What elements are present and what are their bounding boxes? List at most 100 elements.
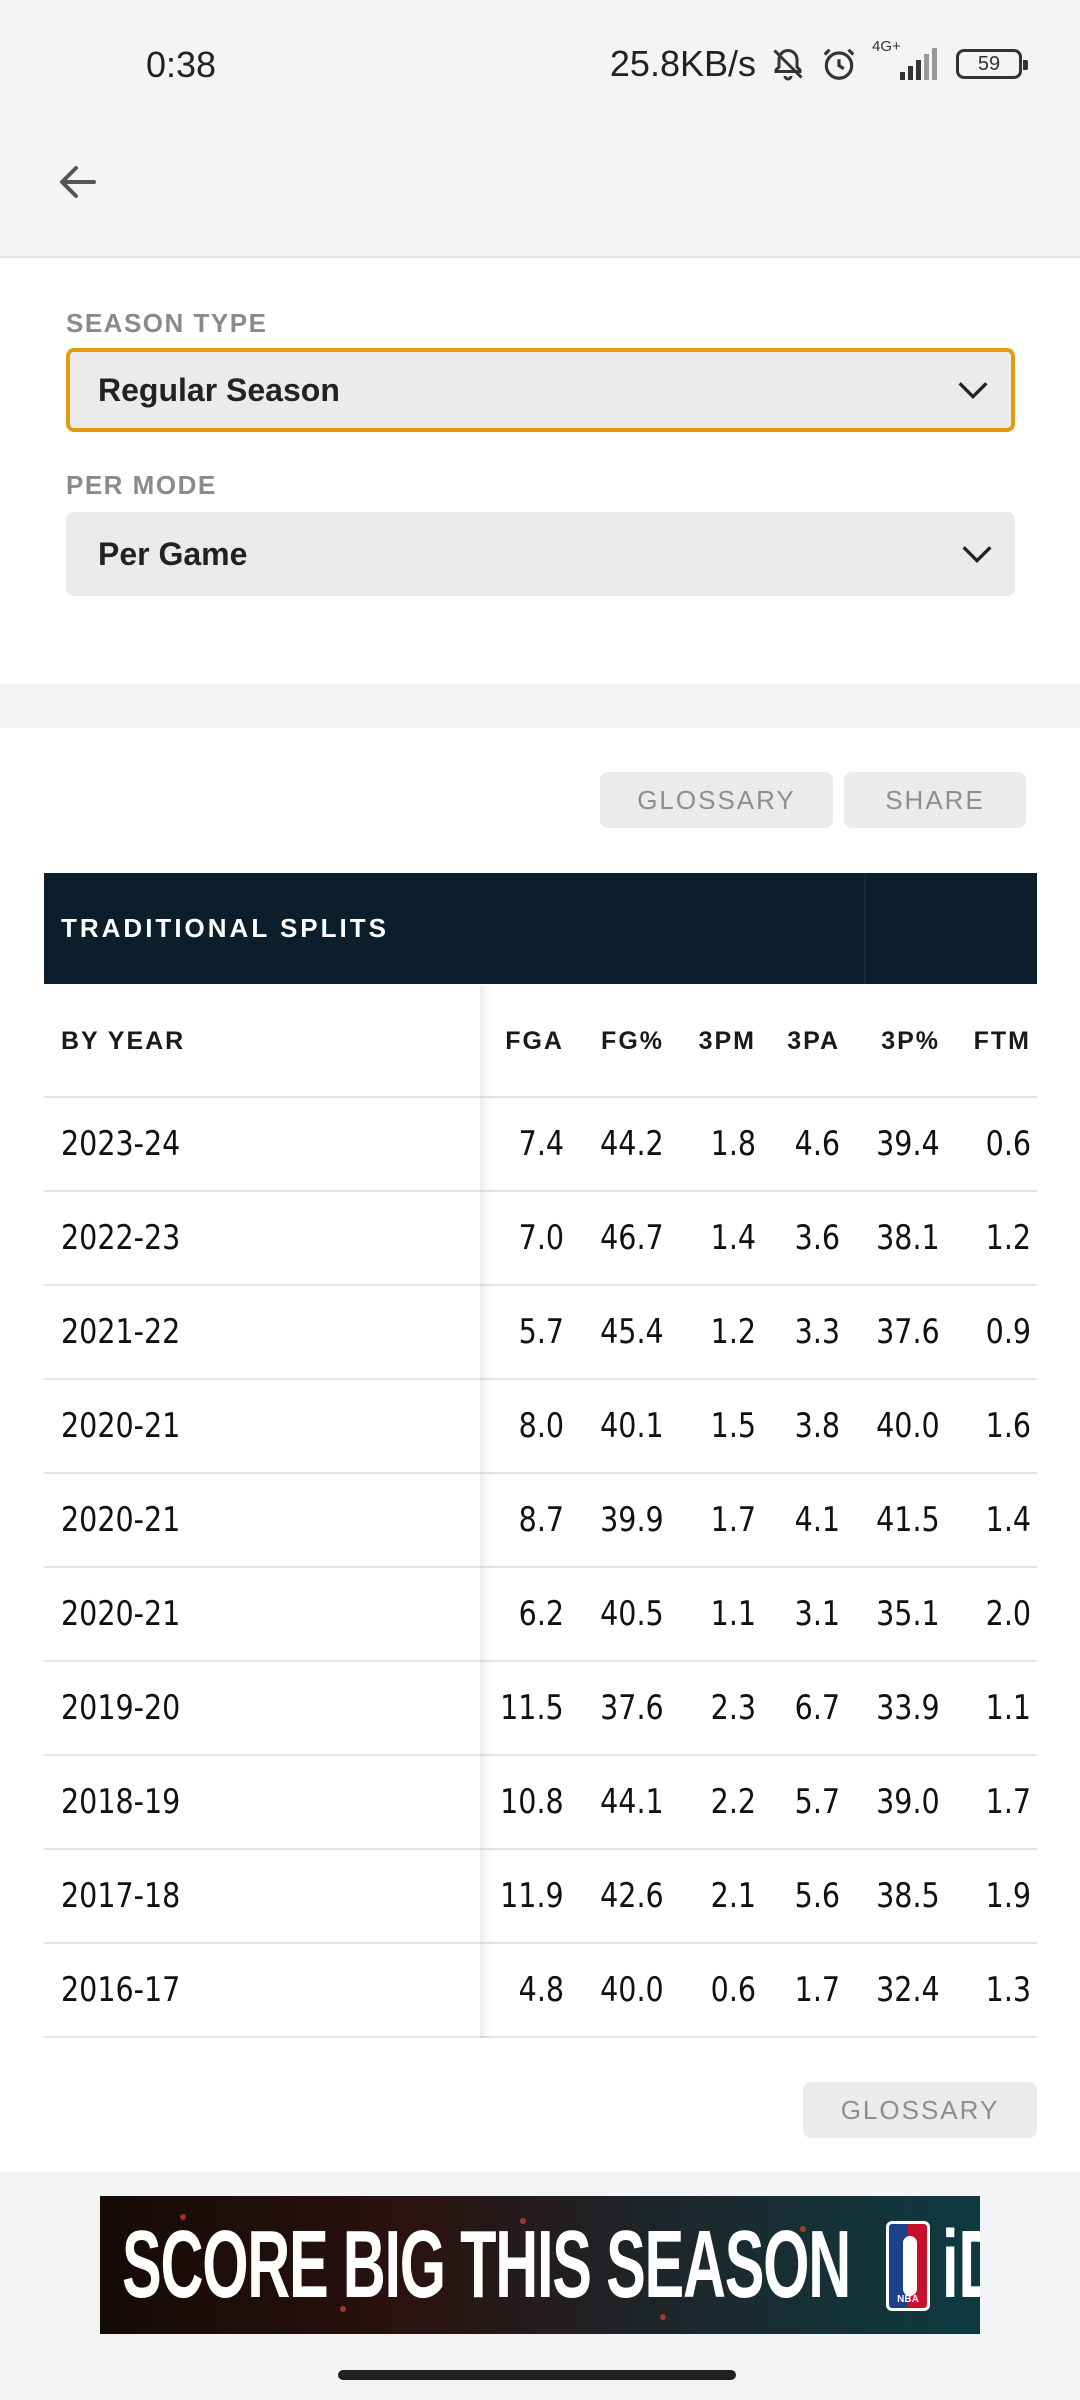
season-cell: 2020-21 [61, 1406, 181, 1446]
stat-cell: 1.2 [710, 1312, 756, 1352]
stat-cell: 11.5 [500, 1688, 564, 1728]
stat-cell: 1.3 [985, 1970, 1031, 2010]
stat-cell: 5.7 [518, 1312, 564, 1352]
stat-cell: 39.9 [600, 1500, 664, 1540]
stat-cell: 37.6 [876, 1312, 940, 1352]
season-cell: 2023-24 [61, 1124, 181, 1164]
status-icons: 25.8KB/s 4G+ 59 [609, 38, 1028, 88]
stat-cell: 6.7 [794, 1688, 840, 1728]
stat-cell: 40.0 [876, 1406, 940, 1446]
column-header[interactable]: FTM [973, 1026, 1031, 1055]
per-mode-label: PER MODE [66, 470, 217, 500]
table-row: 2018-19 10.8 44.1 2.2 5.7 39.0 1.7 [44, 1756, 1037, 1850]
per-mode-select[interactable]: Per Game [66, 512, 1015, 596]
status-bar: 0:38 25.8KB/s 4G+ 59 [0, 0, 1080, 130]
stat-cell: 2.3 [710, 1688, 756, 1728]
stat-cell: 44.2 [600, 1124, 664, 1164]
season-cell: 2020-21 [61, 1594, 181, 1634]
table-title-bar: TRADITIONAL SPLITS [44, 873, 1037, 984]
stat-cell: 5.6 [794, 1876, 840, 1916]
table-row: 2022-23 7.0 46.7 1.4 3.6 38.1 1.2 [44, 1192, 1037, 1286]
stat-cell: 4.6 [794, 1124, 840, 1164]
stat-cell: 46.7 [600, 1218, 664, 1258]
alarm-icon [820, 45, 858, 83]
column-header[interactable]: 3PM [698, 1026, 756, 1055]
stat-cell: 33.9 [876, 1688, 940, 1728]
season-type-value: Regular Season [98, 371, 340, 408]
table-title: TRADITIONAL SPLITS [61, 913, 389, 943]
table-row: 2020-21 6.2 40.5 1.1 3.1 35.1 2.0 [44, 1568, 1037, 1662]
season-type-label: SEASON TYPE [66, 308, 268, 338]
stat-cell: 40.1 [600, 1406, 664, 1446]
stat-cell: 2.2 [710, 1782, 756, 1822]
stat-cell: 8.0 [518, 1406, 564, 1446]
stat-cell: 7.0 [518, 1218, 564, 1258]
stat-cell: 37.6 [600, 1688, 664, 1728]
table-row: 2019-20 11.5 37.6 2.3 6.7 33.9 1.1 [44, 1662, 1037, 1756]
table-row: 2021-22 5.7 45.4 1.2 3.3 37.6 0.9 [44, 1286, 1037, 1380]
season-type-select[interactable]: Regular Season [66, 348, 1015, 432]
stat-cell: 45.4 [600, 1312, 664, 1352]
glossary-button-bottom[interactable]: GLOSSARY [803, 2082, 1037, 2138]
season-cell: 2022-23 [61, 1218, 181, 1258]
ad-headline: SCORE BIG THIS SEASON [122, 2211, 851, 2318]
network-type-label: 4G+ [872, 38, 901, 55]
stat-cell: 40.5 [600, 1594, 664, 1634]
chevron-down-icon [962, 546, 992, 564]
chevron-down-icon [958, 382, 988, 400]
glossary-button[interactable]: GLOSSARY [600, 772, 833, 828]
battery-level: 59 [977, 52, 1001, 75]
stat-cell: 2.0 [985, 1594, 1031, 1634]
stat-cell: 40.0 [600, 1970, 664, 2010]
stat-cell: 1.1 [710, 1594, 756, 1634]
table-row: 2017-18 11.9 42.6 2.1 5.6 38.5 1.9 [44, 1850, 1037, 1944]
stat-cell: 39.0 [876, 1782, 940, 1822]
stat-cell: 0.9 [985, 1312, 1031, 1352]
stat-cell: 1.7 [985, 1782, 1031, 1822]
season-cell: 2016-17 [61, 1970, 181, 2010]
network-speed: 25.8KB/s [609, 43, 756, 84]
stat-cell: 7.4 [518, 1124, 564, 1164]
stat-cell: 39.4 [876, 1124, 940, 1164]
season-cell: 2020-21 [61, 1500, 181, 1540]
sticky-column-shadow [480, 986, 492, 2038]
table-row: 2020-21 8.0 40.1 1.5 3.8 40.0 1.6 [44, 1380, 1037, 1474]
season-cell: 2021-22 [61, 1312, 181, 1352]
stat-cell: 1.7 [794, 1970, 840, 2010]
stat-cell: 3.6 [794, 1218, 840, 1258]
stat-cell: 1.4 [710, 1218, 756, 1258]
share-button[interactable]: SHARE [844, 772, 1026, 828]
stat-cell: 2.1 [710, 1876, 756, 1916]
stat-cell: 32.4 [876, 1970, 940, 2010]
stat-cell: 3.1 [794, 1594, 840, 1634]
ad-banner[interactable]: SCORE BIG THIS SEASON NBA iD [100, 2196, 980, 2334]
column-header[interactable]: FGA [505, 1026, 564, 1055]
stat-cell: 0.6 [985, 1124, 1031, 1164]
cellular-signal-icon: 4G+ [872, 38, 942, 84]
table-row: 2020-21 8.7 39.9 1.7 4.1 41.5 1.4 [44, 1474, 1037, 1568]
stat-cell: 1.9 [985, 1876, 1031, 1916]
stat-cell: 1.7 [710, 1500, 756, 1540]
column-header[interactable]: 3PA [787, 1026, 840, 1055]
stat-cell: 3.3 [794, 1312, 840, 1352]
stat-cell: 42.6 [600, 1876, 664, 1916]
stat-cell: 35.1 [876, 1594, 940, 1634]
stat-cell: 1.4 [985, 1500, 1031, 1540]
status-time: 0:38 [146, 44, 217, 85]
bell-muted-icon [770, 46, 806, 82]
filters-panel: SEASON TYPE Regular Season PER MODE Per … [0, 258, 1080, 684]
table-header-row: BY YEAR FGA FG% 3PM 3PA 3P% FTM [44, 986, 1037, 1098]
table-row: 2023-24 7.4 44.2 1.8 4.6 39.4 0.6 [44, 1098, 1037, 1192]
home-indicator[interactable] [338, 2370, 736, 2380]
stat-cell: 5.7 [794, 1782, 840, 1822]
stat-cell: 1.8 [710, 1124, 756, 1164]
stat-cell: 3.8 [794, 1406, 840, 1446]
back-button[interactable] [46, 150, 110, 214]
arrow-left-icon [60, 166, 96, 198]
ad-id-text: iD [942, 2211, 980, 2318]
column-header[interactable]: 3P% [881, 1026, 940, 1055]
per-mode-value: Per Game [98, 535, 248, 572]
nba-logo-text: NBA [897, 2294, 919, 2305]
stat-cell: 41.5 [876, 1500, 940, 1540]
column-header[interactable]: FG% [601, 1026, 664, 1055]
